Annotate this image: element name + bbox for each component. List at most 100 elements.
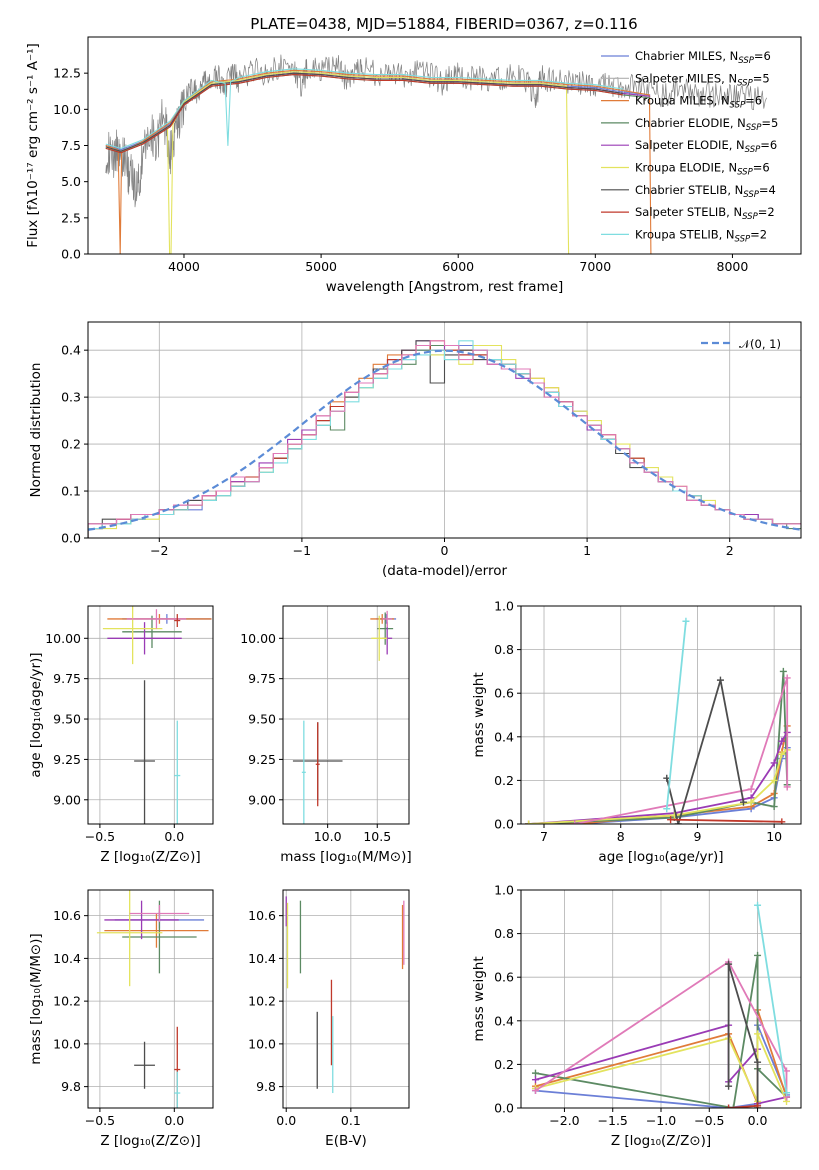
x-tick-label: 7	[540, 829, 548, 844]
panel-weight-vs-age: 7 8 9 10 0.0 0.2 0.4 0.6 0.8 1.0 age [log₁₀(age/yr…	[471, 599, 802, 865]
x-tick-label: −0.5	[694, 1113, 724, 1128]
plot-area	[102, 606, 212, 824]
data-point	[667, 816, 675, 824]
weight-line	[535, 961, 788, 1098]
figure-title: PLATE=0438, MJD=51884, FIBERID=0367, z=0…	[250, 15, 637, 33]
data-point	[778, 818, 786, 824]
legend-label: Salpeter ELODIE, NSSP=6	[635, 138, 777, 155]
panel-mass-vs-Z: −0.5 0.0 9.8 10.0 10.2 10.4 10.6 Z [log₁₀(Z/Z⊙)…	[28, 889, 214, 1149]
y-tick-label: 0.6	[494, 970, 514, 985]
data-point	[754, 1030, 762, 1038]
y-axis-label: mass weight	[471, 672, 487, 757]
panel-spectrum: Chabrier MILES, NSSP=6 Salpeter MILES, NS…	[25, 36, 802, 295]
x-tick-label: −1.5	[598, 1113, 628, 1128]
legend: Chabrier MILES, NSSP=6 Salpeter MILES, NS…	[601, 49, 778, 244]
axes-frame	[282, 889, 410, 1109]
x-tick-label: 2	[726, 543, 734, 558]
y-tick-label: 9.50	[53, 712, 81, 727]
data-point	[531, 1076, 539, 1084]
legend-label: 𝒩(0, 1)	[739, 337, 781, 351]
x-tick-label: 10.0	[314, 829, 342, 844]
data-point	[729, 1104, 737, 1108]
weight-line	[727, 963, 759, 1108]
x-tick-label: −1.0	[646, 1113, 676, 1128]
data-point	[531, 1087, 539, 1095]
model-spectrum-line	[105, 74, 623, 154]
model-spectrum-line	[105, 71, 571, 254]
x-tick-label: 0.0	[164, 1113, 184, 1128]
x-axis-label: Z [log₁₀(Z/Z⊙)]	[100, 849, 200, 865]
y-tick-label: 0.6	[494, 686, 514, 701]
data-point	[716, 676, 724, 684]
weight-line	[528, 747, 789, 824]
y-tick-label: 9.00	[248, 792, 276, 807]
y-axis-label: mass weight	[471, 956, 487, 1041]
plot-area	[105, 54, 768, 254]
y-tick-label: 10.4	[53, 951, 81, 966]
x-axis-label: Z [log₁₀(Z/Z⊙)]	[100, 1133, 200, 1149]
legend-label: Kroupa MILES, NSSP=6	[635, 94, 762, 111]
y-axis-label: Flux [fλ10⁻¹⁷ erg cm⁻² s⁻¹ A⁻¹]	[25, 43, 41, 248]
data-point	[747, 798, 755, 806]
y-tick-label: 10.0	[248, 1036, 276, 1051]
data-point	[747, 785, 755, 793]
y-tick-label: 10.2	[53, 994, 81, 1009]
plot-area	[88, 340, 801, 538]
legend-label: Kroupa STELIB, NSSP=2	[635, 227, 767, 244]
data-point	[783, 783, 791, 791]
x-tick-label: −0.5	[85, 829, 115, 844]
y-tick-label: 10.00	[240, 631, 276, 646]
panel-residuals: 𝒩(0, 1) −2 −1 0 1 2 0.0 0.1 0.2 0.3 0.4 (data-model…	[28, 321, 802, 579]
panel-mass-vs-EBV: 0.0 0.1 9.8 10.0 10.2 10.4 10.6 E(B-V)	[248, 889, 410, 1149]
panel-age-vs-mass: 10.0 10.5 9.00 9.25 9.50 9.75 10.00 mass [log₁₀…	[240, 605, 412, 865]
y-axis-label: mass [log₁₀(M/M⊙)]	[28, 933, 44, 1064]
plot-area	[292, 610, 397, 824]
y-tick-label: 0.0	[61, 531, 81, 546]
panel-weight-vs-Z: −2.0 −1.5 −1.0 −0.5 0.0 0.0 0.2 0.4 0.6 0.8 1.0 Z […	[471, 883, 802, 1149]
data-point	[783, 1089, 791, 1097]
y-tick-label: 0.8	[494, 642, 514, 657]
x-tick-label: −1	[293, 543, 311, 558]
histogram-step	[88, 340, 801, 538]
data-point	[778, 750, 786, 758]
y-tick-label: 10.6	[53, 908, 81, 923]
plot-area	[285, 896, 405, 1094]
weight-line	[528, 749, 788, 824]
y-tick-label: 9.75	[53, 671, 81, 686]
x-tick-label: 0.0	[748, 1113, 768, 1128]
y-tick-label: 0.2	[494, 1057, 514, 1072]
x-tick-label: 9	[693, 829, 701, 844]
data-point	[783, 1067, 791, 1075]
data-point	[754, 1058, 762, 1066]
weight-line	[670, 818, 782, 823]
panel-age-vs-Z: −0.5 0.0 9.00 9.25 9.50 9.75 10.00 Z [log₁₀(Z/Z…	[28, 605, 214, 865]
y-tick-label: 0.2	[494, 773, 514, 788]
data-point	[663, 805, 671, 813]
y-tick-label: 0.8	[494, 926, 514, 941]
legend: 𝒩(0, 1)	[701, 337, 781, 351]
y-tick-label: 0.2	[61, 437, 81, 452]
legend-label: Salpeter MILES, NSSP=5	[635, 71, 770, 88]
data-point	[770, 759, 778, 767]
x-tick-label: 7000	[579, 259, 611, 274]
y-tick-label: 9.00	[53, 792, 81, 807]
weight-line	[528, 670, 789, 824]
y-tick-label: 10.6	[248, 908, 276, 923]
y-tick-label: 5.0	[61, 174, 81, 189]
y-axis-label: age [log₁₀(age/yr)]	[28, 652, 44, 777]
y-tick-label: 9.50	[248, 712, 276, 727]
x-tick-label: 0.1	[341, 1113, 361, 1128]
axes-frame	[87, 605, 214, 825]
weight-line	[756, 905, 788, 1093]
y-tick-label: 12.5	[53, 66, 81, 81]
y-tick-label: 0.0	[61, 247, 81, 262]
x-tick-label: 10	[766, 829, 782, 844]
data-point	[525, 820, 533, 824]
data-point	[779, 667, 787, 675]
y-tick-label: 9.25	[53, 752, 81, 767]
y-axis-label: Normed distribution	[28, 363, 44, 498]
data-point	[674, 820, 682, 824]
weight-line	[535, 1024, 787, 1105]
y-tick-label: 0.4	[61, 343, 81, 358]
data-point	[754, 901, 762, 909]
